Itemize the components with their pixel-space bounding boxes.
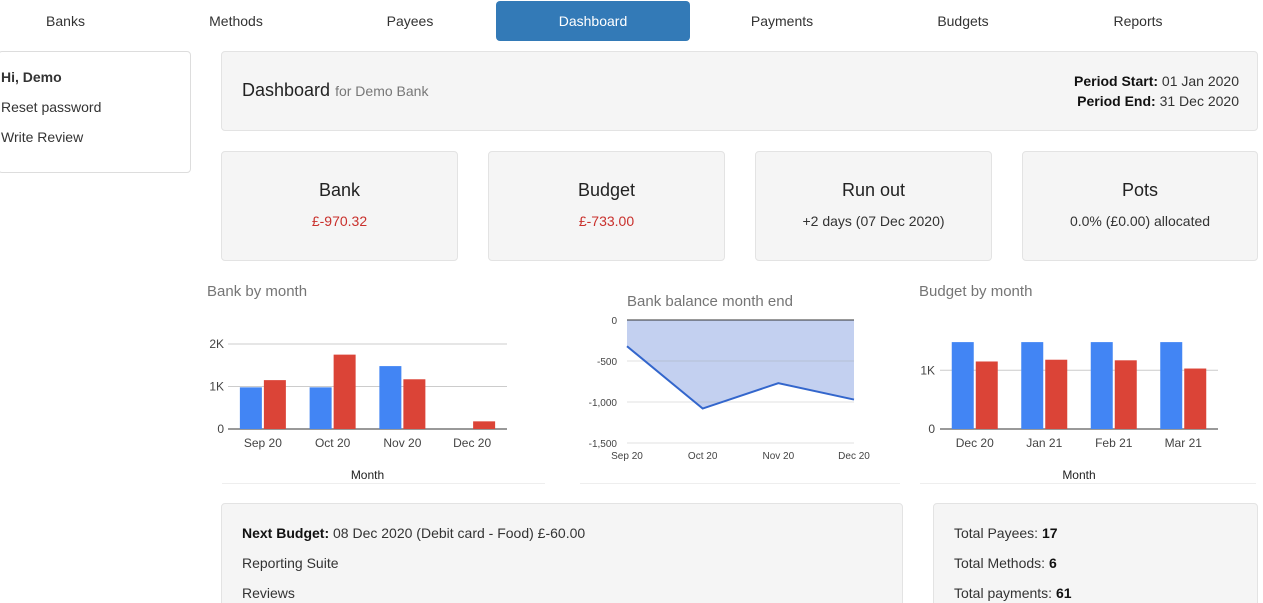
next-budget-value: 08 Dec 2020 (Debit card - Food) £-60.00 xyxy=(333,525,586,541)
x-tick-label: Oct 20 xyxy=(315,436,351,450)
bar xyxy=(1090,342,1113,429)
chart-divider xyxy=(580,483,900,484)
y-tick-label: 0 xyxy=(611,316,617,327)
bar xyxy=(473,421,496,429)
x-tick-label: Oct 20 xyxy=(688,451,718,462)
total-payments-label: Total payments: xyxy=(954,585,1053,601)
y-tick-label: 0 xyxy=(217,422,224,436)
y-tick-label: -1,000 xyxy=(589,398,618,409)
total-payees: Total Payees: 17 xyxy=(954,525,1058,541)
total-methods-label: Total Methods: xyxy=(954,555,1046,571)
bank-card: Bank £-970.32 xyxy=(221,151,458,261)
nav-methods[interactable]: Methods xyxy=(209,13,263,29)
total-methods-value: 6 xyxy=(1048,555,1057,571)
bank-card-value: £-970.32 xyxy=(311,213,368,229)
budget-card-title: Budget xyxy=(577,180,636,200)
x-tick-label: Dec 20 xyxy=(453,436,491,450)
bar xyxy=(1184,368,1207,429)
x-tick-label: Jan 21 xyxy=(1026,436,1062,450)
nav-dashboard[interactable]: Dashboard xyxy=(496,1,690,41)
y-tick-label: 1K xyxy=(920,363,935,377)
reviews-link[interactable]: Reviews xyxy=(242,585,295,601)
total-payees-label: Total Payees: xyxy=(954,525,1039,541)
page-title-text: Dashboard xyxy=(242,80,331,100)
bar xyxy=(951,342,974,429)
total-methods: Total Methods: 6 xyxy=(954,555,1057,571)
y-tick-label: -1,500 xyxy=(589,439,618,450)
bar xyxy=(975,361,998,429)
period-start-value: 01 Jan 2020 xyxy=(1161,73,1239,89)
nav-banks[interactable]: Banks xyxy=(46,13,85,29)
budget-card: Budget £-733.00 xyxy=(488,151,725,261)
y-tick-label: 1K xyxy=(209,380,224,394)
balance-line xyxy=(626,345,855,410)
chart-divider xyxy=(920,483,1256,484)
next-budget: Next Budget: 08 Dec 2020 (Debit card - F… xyxy=(242,525,585,541)
nav-budgets[interactable]: Budgets xyxy=(937,13,989,29)
x-tick-label: Feb 21 xyxy=(1095,436,1133,450)
bar xyxy=(379,366,402,429)
x-tick-label: Sep 20 xyxy=(611,451,643,462)
total-payments: Total payments: 61 xyxy=(954,585,1072,601)
budget-by-month-chart: 0 1K Dec 20 Jan 21 Feb 21 Mar 21 Month xyxy=(920,342,1218,482)
x-tick-label: Nov 20 xyxy=(383,436,421,450)
bank-balance-title: Bank balance month end xyxy=(627,293,793,310)
pots-card-value: 0.0% (£0.00) allocated xyxy=(1069,213,1211,229)
pots-card-title: Pots xyxy=(1121,180,1159,200)
chart-divider xyxy=(222,483,545,484)
bank-card-title: Bank xyxy=(318,180,361,200)
dashboard-header: Dashboard for Demo Bank Period Start: 01… xyxy=(221,51,1258,131)
total-payments-value: 61 xyxy=(1055,585,1072,601)
y-tick-label: -500 xyxy=(597,357,617,368)
run-out-card: Run out +2 days (07 Dec 2020) xyxy=(755,151,992,261)
reporting-suite-link[interactable]: Reporting Suite xyxy=(242,555,339,571)
bank-by-month-title: Bank by month xyxy=(207,283,308,300)
period-start: Period Start: 01 Jan 2020 xyxy=(1074,73,1239,89)
top-nav: Banks Methods Payees Dashboard Payments … xyxy=(0,0,1263,42)
run-out-card-value: +2 days (07 Dec 2020) xyxy=(802,213,945,229)
bar xyxy=(1021,342,1044,429)
nav-payments[interactable]: Payments xyxy=(750,13,814,29)
next-budget-label: Next Budget: xyxy=(242,525,330,541)
x-tick-label: Dec 20 xyxy=(838,451,870,462)
page-title: Dashboard for Demo Bank xyxy=(242,80,428,101)
run-out-card-title: Run out xyxy=(841,180,906,200)
nav-reports[interactable]: Reports xyxy=(1113,13,1163,29)
period-end-value: 31 Dec 2020 xyxy=(1159,93,1239,109)
bar xyxy=(263,380,286,429)
total-payees-value: 17 xyxy=(1041,525,1058,541)
x-axis-title: Month xyxy=(1062,468,1095,482)
user-sidebar: Hi, Demo Reset password Write Review xyxy=(0,51,191,173)
x-axis-title: Month xyxy=(351,468,384,482)
reset-password-link[interactable]: Reset password xyxy=(1,99,102,115)
bank-by-month-chart: 0 1K 2K Sep 20 Oct 20 Nov 20 Dec 20 Month xyxy=(209,337,507,482)
budget-by-month-title: Budget by month xyxy=(919,283,1033,300)
next-budget-panel: Next Budget: 08 Dec 2020 (Debit card - F… xyxy=(221,503,903,603)
budget-card-value: £-733.00 xyxy=(578,213,635,229)
write-review-link[interactable]: Write Review xyxy=(1,129,84,145)
bar xyxy=(1160,342,1183,429)
y-tick-label: 2K xyxy=(209,337,224,351)
period-end: Period End: 31 Dec 2020 xyxy=(1077,93,1239,109)
bar xyxy=(309,387,332,429)
bar xyxy=(1114,360,1137,429)
bank-subtitle: for Demo Bank xyxy=(335,83,429,99)
bar xyxy=(239,387,262,429)
nav-payees[interactable]: Payees xyxy=(386,13,434,29)
bar xyxy=(333,354,356,429)
period-start-label: Period Start: xyxy=(1074,73,1159,89)
bar xyxy=(1045,359,1068,429)
x-tick-label: Mar 21 xyxy=(1165,436,1203,450)
x-tick-label: Sep 20 xyxy=(244,436,282,450)
bar xyxy=(403,379,426,429)
user-greeting: Hi, Demo xyxy=(1,69,62,85)
y-tick-label: 0 xyxy=(928,422,935,436)
x-tick-label: Nov 20 xyxy=(762,451,794,462)
totals-panel: Total Payees: 17 Total Methods: 6 Total … xyxy=(933,503,1258,603)
period-end-label: Period End: xyxy=(1077,93,1156,109)
pots-card: Pots 0.0% (£0.00) allocated xyxy=(1022,151,1258,261)
x-tick-label: Dec 20 xyxy=(956,436,994,450)
